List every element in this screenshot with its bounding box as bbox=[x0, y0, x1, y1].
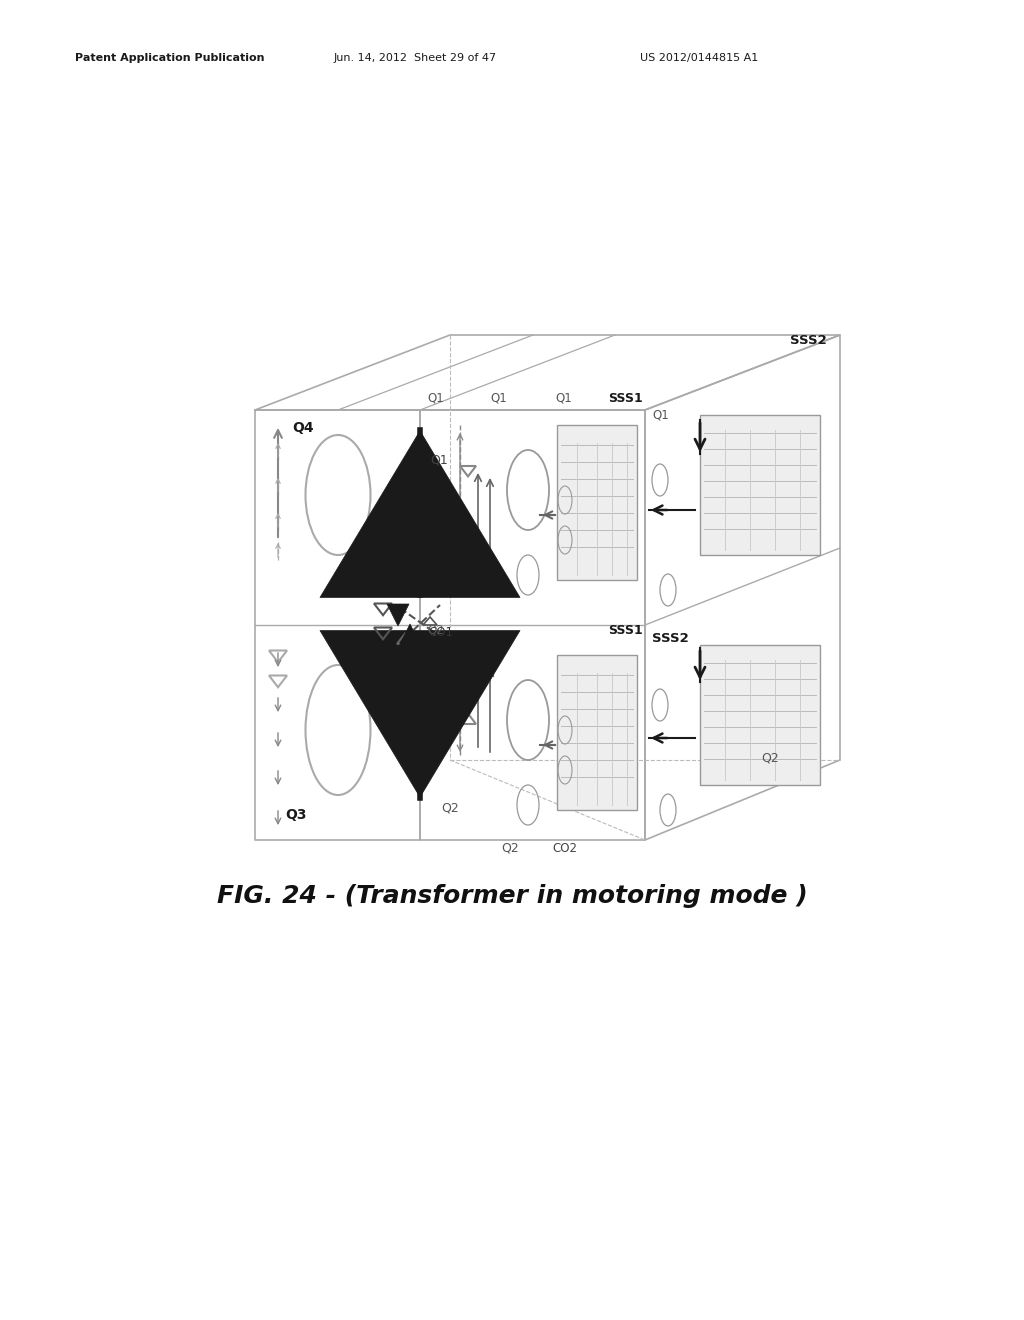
FancyBboxPatch shape bbox=[557, 425, 637, 579]
Text: Q2: Q2 bbox=[441, 801, 459, 814]
Text: Q2: Q2 bbox=[501, 842, 519, 854]
Text: Q4: Q4 bbox=[292, 421, 313, 436]
Text: Jun. 14, 2012  Sheet 29 of 47: Jun. 14, 2012 Sheet 29 of 47 bbox=[334, 53, 497, 63]
Text: Q1: Q1 bbox=[490, 392, 507, 404]
Text: Q1: Q1 bbox=[430, 454, 447, 466]
Text: Q1: Q1 bbox=[652, 408, 669, 421]
FancyBboxPatch shape bbox=[700, 645, 820, 785]
Text: SSS1: SSS1 bbox=[608, 623, 643, 636]
Text: Q1: Q1 bbox=[555, 392, 571, 404]
Text: CO1: CO1 bbox=[428, 626, 453, 639]
Text: Q3: Q3 bbox=[285, 808, 306, 822]
Text: SSS1: SSS1 bbox=[608, 392, 643, 404]
Text: SSS2: SSS2 bbox=[790, 334, 826, 346]
Text: Patent Application Publication: Patent Application Publication bbox=[75, 53, 264, 63]
Text: FIG. 24 - (Transformer in motoring mode ): FIG. 24 - (Transformer in motoring mode … bbox=[217, 884, 807, 908]
FancyBboxPatch shape bbox=[557, 655, 637, 810]
Text: Q1: Q1 bbox=[427, 392, 443, 404]
Text: Q2: Q2 bbox=[761, 751, 779, 764]
Text: CO2: CO2 bbox=[553, 842, 578, 854]
Text: Q2: Q2 bbox=[427, 623, 443, 636]
Polygon shape bbox=[399, 624, 421, 645]
Text: SSS2: SSS2 bbox=[652, 631, 689, 644]
Polygon shape bbox=[387, 605, 409, 626]
Text: US 2012/0144815 A1: US 2012/0144815 A1 bbox=[640, 53, 758, 63]
FancyBboxPatch shape bbox=[700, 414, 820, 554]
